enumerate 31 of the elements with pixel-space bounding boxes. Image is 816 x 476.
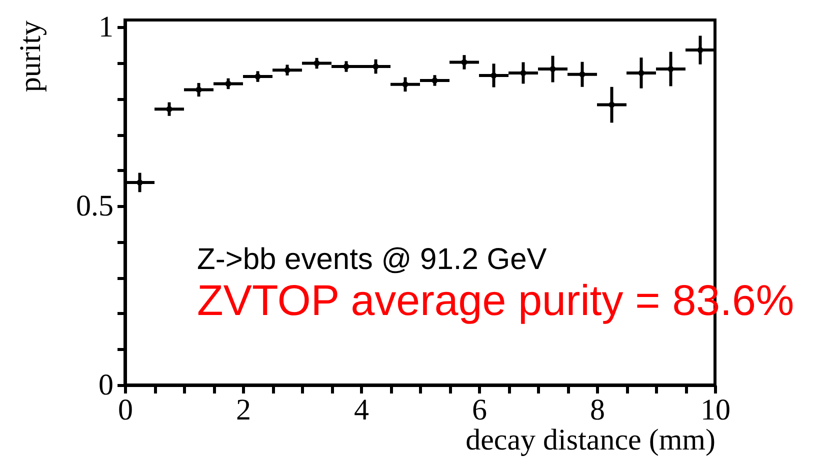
point	[550, 66, 556, 72]
x-tick-label: 6	[472, 394, 487, 426]
point	[343, 64, 350, 70]
point	[579, 71, 586, 78]
point	[166, 106, 172, 112]
point	[608, 102, 615, 108]
point	[490, 72, 497, 78]
point	[254, 74, 261, 80]
point	[225, 80, 232, 87]
y-tick-label: 0.5	[76, 190, 114, 223]
x-tick-label: 4	[354, 394, 369, 426]
y-tick-label: 0	[98, 368, 114, 402]
annotation: Z->bb events @ 91.2 GeV	[197, 243, 547, 276]
point	[638, 70, 644, 76]
x-tick-label: 8	[590, 394, 605, 426]
point	[461, 59, 468, 66]
y-tick-label: 1	[98, 10, 114, 44]
point	[402, 81, 408, 88]
x-tick-label: 10	[700, 394, 730, 426]
point	[432, 77, 438, 84]
x-axis-title: decay distance (mm)	[466, 424, 716, 456]
point	[196, 86, 202, 93]
point	[668, 66, 674, 72]
point	[314, 60, 320, 66]
point	[284, 67, 290, 74]
point	[520, 70, 526, 76]
y-axis-title: purity	[14, 20, 47, 92]
point	[136, 179, 143, 186]
x-tick-label: 2	[236, 394, 251, 426]
point	[697, 47, 704, 54]
point	[372, 64, 379, 70]
